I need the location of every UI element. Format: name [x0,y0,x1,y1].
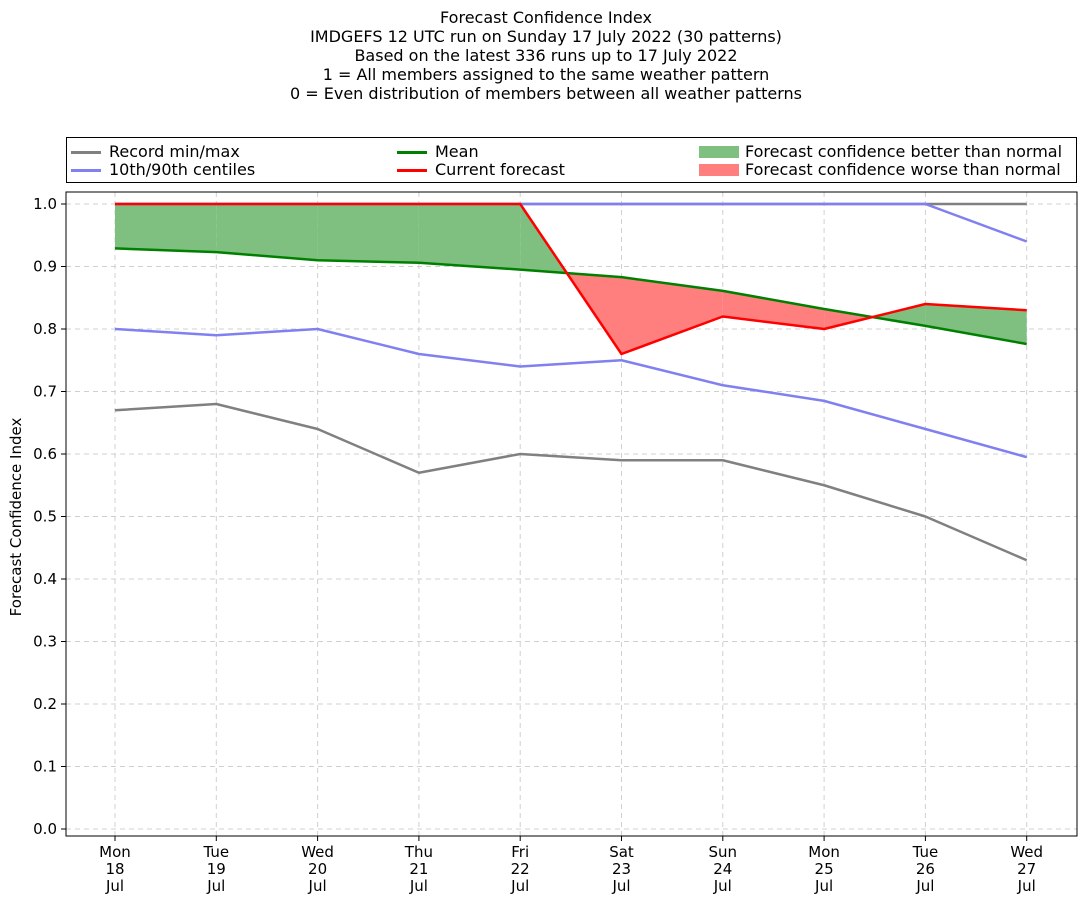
title-line: Forecast Confidence Index [440,8,652,27]
x-tick-label-line: Tue [202,843,229,861]
x-tick-label: Thu 21 Jul [404,843,433,895]
x-tick-label-line: Jul [206,877,225,895]
x-tick-label-line: 20 [308,860,327,878]
x-tick-label-line: Jul [713,877,732,895]
x-tick-label: Sun 24 Jul [709,843,738,895]
y-axis-ticks: 0.0 0.1 0.2 0.3 0.4 0.5 0.6 0.7 0.8 0.9 1.0 [33,195,66,838]
x-tick-label: Fri 22 Jul [510,843,530,895]
y-tick-label: 0.5 [33,508,57,526]
y-tick-label: 0.1 [33,758,57,776]
fill-better-than-normal [418,204,521,270]
y-tick-label: 0.0 [33,820,57,838]
fill-better-than-normal [115,204,217,253]
x-tick-label-line: Sat [609,843,634,861]
plot-frame [65,191,1078,837]
subtitle-run: IMDGEFS 12 UTC run on Sunday 17 July 202… [310,27,782,46]
line-layer [114,202,1028,562]
x-tick-label: Wed 20 Jul [301,843,334,895]
y-tick-label: 0.4 [33,570,57,588]
x-tick-label-line: 22 [511,860,530,878]
x-tick-label: Mon 18 Jul [99,843,131,895]
legend-item-record: Record min/max [71,143,240,161]
x-tick-label-line: Tue [912,843,939,861]
x-tick-label-line: 27 [1017,860,1036,878]
fill-worse-than-normal [621,277,723,354]
x-tick-label-line: Jul [611,877,630,895]
series-line-mean [114,247,1027,346]
legend-label-record: Record min/max [109,142,240,161]
x-tick-label-line: Thu [404,843,433,861]
x-tick-label-line: 21 [409,860,428,878]
subtitle-basis: Based on the latest 336 runs up to 17 Ju… [354,46,738,65]
legend-swatch-worse [699,164,739,176]
legend-swatch-mean [397,150,427,154]
series-line-record_min [114,402,1028,562]
x-tick-label-line: Jul [308,877,327,895]
y-axis-label: Forecast Confidence Index [7,418,25,617]
x-tick-label: Tue 19 Jul [202,843,229,895]
subtitle-scale-high: 1 = All members assigned to the same wea… [322,65,770,84]
y-tick-label: 0.7 [33,383,57,401]
legend-label-better: Forecast confidence better than normal [745,142,1063,161]
x-tick-label-line: 18 [105,860,124,878]
x-tick-label-line: Jul [915,877,934,895]
x-tick-label-line: Jul [814,877,833,895]
x-tick-label-line: Jul [510,877,529,895]
legend-label-mean: Mean [435,142,479,161]
x-tick-label-line: Mon [808,843,840,861]
legend-swatch-current [397,168,427,172]
fill-better-than-normal [872,304,926,326]
legend-label-worse: Forecast confidence worse than normal [745,160,1061,179]
y-tick-label: 0.2 [33,695,57,713]
x-tick-label-line: Jul [409,877,428,895]
x-tick-label-line: Fri [511,843,529,861]
legend-item-mean: Mean [397,143,479,161]
legend-swatch-better [699,146,739,158]
y-tick-label: 0.3 [33,633,57,651]
x-tick-label-line: Sun [709,843,738,861]
y-tick-label: 0.8 [33,320,57,338]
legend: Record min/max 10th/90th centiles Mean C… [66,137,1077,183]
x-tick-label-line: Jul [105,877,124,895]
fill-better-than-normal [925,304,1027,344]
x-tick-label-line: 25 [815,860,834,878]
x-tick-label-line: Mon [99,843,131,861]
legend-label-current: Current forecast [435,160,565,179]
x-tick-label-line: Wed [301,843,334,861]
legend-item-centiles: 10th/90th centiles [71,161,255,179]
legend-item-worse: Forecast confidence worse than normal [699,161,1061,179]
y-tick-label: 1.0 [33,195,57,213]
legend-item-better: Forecast confidence better than normal [699,143,1062,161]
fill-worse-than-normal [824,309,873,329]
x-tick-label-line: 19 [207,860,226,878]
legend-swatch-centiles [71,168,101,172]
chart-title: Forecast Confidence Index IMDGEFS 12 UTC… [0,8,1092,103]
x-tick-label: Wed 27 Jul [1010,843,1043,895]
legend-label-centiles: 10th/90th centiles [109,160,256,179]
y-tick-label: 0.6 [33,445,57,463]
x-tick-label-line: 24 [713,860,732,878]
series-line-current [115,202,1027,356]
legend-item-current: Current forecast [397,161,565,179]
fill-better-than-normal [317,204,419,263]
x-tick-label-line: 23 [612,860,631,878]
y-tick-label: 0.9 [33,258,57,276]
grid-layer [66,192,1077,836]
x-tick-label: Tue 26 Jul [912,843,939,895]
fill-better-than-normal [216,204,318,261]
series-line-p10 [114,327,1028,459]
x-tick-label: Sat 23 Jul [609,843,634,895]
x-tick-label-line: Wed [1010,843,1043,861]
x-tick-label-line: 26 [916,860,935,878]
subtitle-scale-low: 0 = Even distribution of members between… [289,84,803,103]
legend-swatch-record [71,150,101,154]
x-tick-label-line: Jul [1017,877,1036,895]
x-tick-label: Mon 25 Jul [808,843,840,895]
